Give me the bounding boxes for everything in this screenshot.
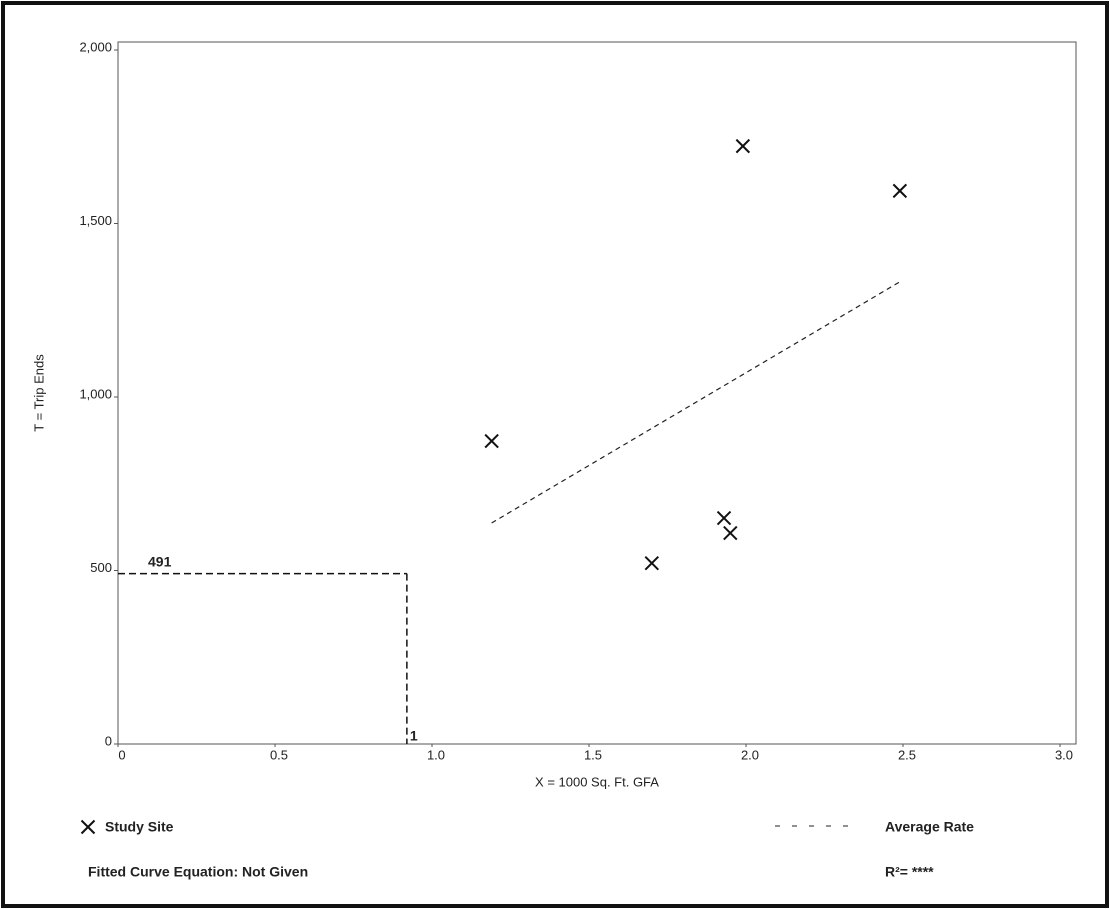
r-squared-note: R²= **** (885, 864, 934, 880)
study-site-point (723, 525, 738, 541)
y-tick-label: 500 (90, 560, 112, 575)
marker-stroke (735, 138, 751, 154)
x-tick-label: 1.0 (427, 747, 445, 762)
marker-stroke (80, 819, 96, 835)
legend-marker (80, 819, 96, 835)
marker-stroke (723, 525, 738, 541)
plot-frame (117, 41, 1077, 745)
x-tick-label: 1.5 (584, 747, 602, 762)
input-y-label: 491 (148, 553, 172, 569)
marker-stroke (644, 556, 660, 571)
y-axis-label: T = Trip Ends (31, 354, 46, 432)
marker-stroke (892, 183, 908, 199)
fitted-curve-note: Fitted Curve Equation: Not Given (88, 864, 308, 880)
x-tick-label: 3.0 (1055, 747, 1073, 762)
marker-stroke (716, 510, 732, 526)
study-site-point (892, 183, 908, 199)
x-axis-label: X = 1000 Sq. Ft. GFA (535, 774, 659, 789)
y-tick-label: 2,000 (79, 39, 112, 54)
legend-label: Average Rate (885, 819, 974, 835)
study-site-point (644, 556, 660, 571)
x-tick-label: 0 (118, 747, 125, 762)
average-rate-line (491, 281, 901, 524)
input-x-label: 1 (410, 728, 418, 744)
study-site-point (735, 138, 751, 154)
x-tick-label: 0.5 (270, 747, 288, 762)
study-site-point (716, 510, 732, 526)
y-tick-label: 0 (105, 733, 112, 748)
legend-label: Study Site (105, 819, 174, 835)
study-site-point (484, 433, 499, 449)
y-tick-label: 1,500 (79, 213, 112, 228)
y-tick-label: 1,000 (79, 386, 112, 401)
x-tick-label: 2.5 (898, 747, 916, 762)
x-tick-label: 2.0 (741, 747, 759, 762)
marker-stroke (484, 433, 499, 449)
